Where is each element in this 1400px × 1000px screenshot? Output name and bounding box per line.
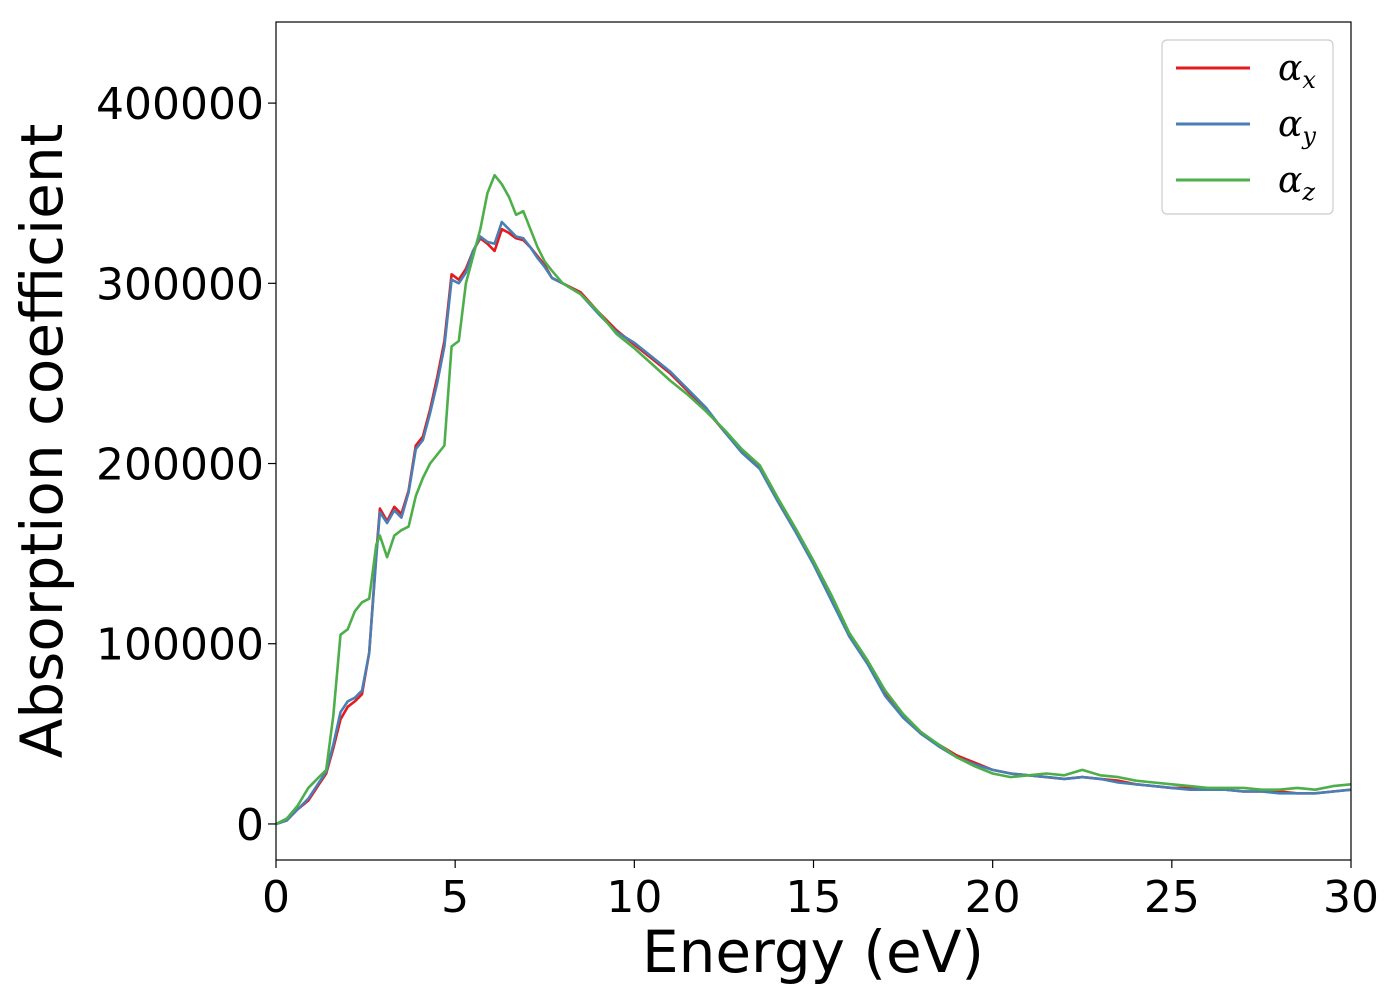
y-axis: 0 100000 200000 300000 400000 (96, 79, 276, 851)
x-tick-label: 15 (786, 872, 842, 923)
x-tick-label: 0 (262, 872, 290, 923)
y-axis-title: Absorption coefficient (8, 124, 76, 759)
series-layer (275, 173, 1352, 826)
y-tick-label: 0 (236, 800, 264, 851)
y-tick-label: 300000 (96, 259, 264, 310)
x-tick-label: 20 (965, 872, 1021, 923)
series-line-alpha-z (275, 173, 1352, 826)
y-tick-label: 400000 (96, 79, 264, 130)
x-tick-label: 25 (1144, 872, 1200, 923)
x-axis: 0 5 10 15 20 25 30 (262, 860, 1379, 923)
x-tick-label: 10 (606, 872, 662, 923)
y-tick-label: 100000 (96, 620, 264, 671)
legend-box (1161, 39, 1334, 215)
x-tick-label: 30 (1323, 872, 1379, 923)
y-tick-label: 200000 (96, 440, 264, 491)
x-tick-label: 5 (441, 872, 469, 923)
x-axis-title: Energy (eV) (642, 918, 984, 986)
